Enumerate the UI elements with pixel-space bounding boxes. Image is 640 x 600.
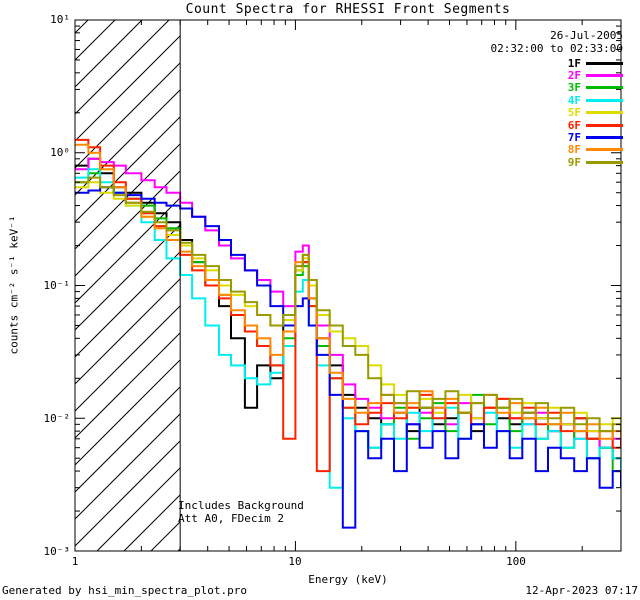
legend: 1F 2F 3F 4F 5F 6F 7F 8F [568, 57, 623, 169]
generated-datetime: 12-Apr-2023 07:17 [525, 584, 638, 597]
y-axis-label: counts cm⁻² s⁻¹ keV⁻¹ [7, 215, 21, 355]
legend-color-line [586, 61, 623, 65]
legend-item: 4F [567, 93, 623, 107]
legend-item: 2F [567, 69, 623, 83]
legend-label: 5F [567, 106, 581, 120]
legend-color-line [586, 123, 623, 127]
x-tick-label: 10 [288, 555, 302, 568]
legend-color-line [586, 148, 623, 152]
x-tick-label: 100 [506, 555, 526, 568]
legend-item: 6F [567, 118, 623, 132]
legend-color-line [586, 74, 623, 78]
x-axis-label: Energy (keV) [308, 573, 388, 586]
legend-item: 1F [567, 56, 623, 70]
legend-label: 1F [567, 56, 581, 70]
attenuator-note: Att A0, FDecim 2 [178, 511, 284, 525]
legend-item: 5F [567, 106, 623, 120]
y-tick-label: 10¹ [50, 13, 70, 26]
legend-label: 3F [567, 81, 581, 95]
y-tick-label: 10⁰ [50, 146, 70, 159]
plot-notes: Includes Background Att A0, FDecim 2 [178, 499, 304, 525]
legend-label: 4F [567, 93, 581, 107]
legend-color-line [586, 86, 623, 90]
observation-datetime: 26-Jul-2005 02:32:00 to 02:33:00 [491, 29, 623, 55]
legend-label: 8F [567, 143, 581, 157]
y-tick-label: 10⁻² [43, 412, 71, 425]
legend-item: 8F [567, 143, 623, 157]
legend-label: 9F [567, 155, 581, 169]
y-tick-label: 10⁻¹ [43, 279, 71, 292]
legend-color-line [586, 160, 623, 164]
legend-color-line [586, 98, 623, 102]
legend-item: 9F [567, 155, 623, 169]
observation-date: 26-Jul-2005 [550, 29, 623, 42]
legend-label: 7F [567, 131, 581, 145]
background-note: Includes Background [178, 499, 304, 512]
x-tick-label: 1 [71, 555, 79, 568]
legend-item: 7F [567, 131, 623, 145]
legend-label: 2F [567, 69, 581, 83]
legend-color-line [586, 111, 623, 115]
legend-color-line [586, 136, 623, 140]
chart-title: Count Spectra for RHESSI Front Segments [185, 2, 511, 17]
y-tick-label: 10⁻³ [43, 545, 71, 558]
generator-note: Generated by hsi_min_spectra_plot.pro [2, 584, 248, 597]
legend-item: 3F [567, 81, 623, 95]
legend-label: 6F [567, 118, 581, 132]
observation-time-range: 02:32:00 to 02:33:00 [490, 42, 623, 55]
